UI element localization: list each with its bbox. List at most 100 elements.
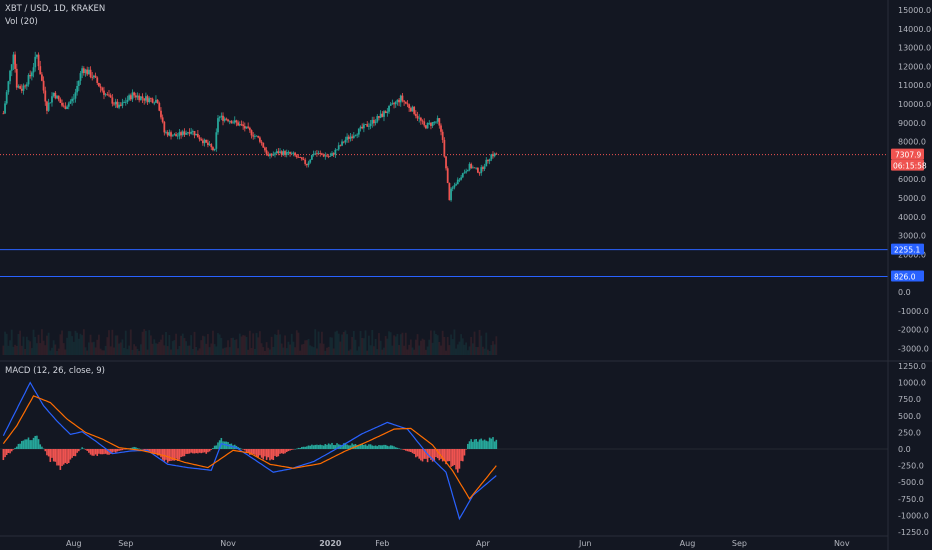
- macd-histogram-bar: [27, 437, 30, 449]
- candle-body: [168, 132, 171, 136]
- candle-body: [300, 157, 303, 160]
- volume-bar: [379, 340, 382, 355]
- macd-histogram-bar: [175, 449, 177, 459]
- volume-bar: [22, 336, 25, 355]
- macd-histogram-bar: [81, 447, 83, 449]
- candle-body: [408, 104, 411, 109]
- macd-histogram-bar: [244, 449, 246, 451]
- macd-histogram-bar: [176, 449, 179, 461]
- candle-body: [186, 132, 189, 134]
- volume-bar: [168, 334, 171, 355]
- macd-histogram-bar: [290, 449, 293, 450]
- volume-bar: [237, 348, 240, 355]
- candle-body: [431, 122, 434, 126]
- volume-bar: [191, 348, 194, 355]
- volume-bar: [190, 335, 193, 355]
- macd-histogram-bar: [119, 449, 122, 451]
- volume-bar: [388, 331, 390, 355]
- candle-body: [334, 149, 337, 155]
- macd-histogram-bar: [74, 449, 77, 457]
- macd-histogram-bar: [59, 449, 62, 470]
- candle-body: [89, 69, 92, 77]
- candle-body: [366, 124, 369, 127]
- candle-body: [411, 106, 414, 112]
- candle-body: [319, 152, 322, 154]
- macd-axis-tick: -250.0: [898, 462, 924, 471]
- macd-histogram-bar: [285, 449, 288, 453]
- macd-histogram-bar: [272, 449, 275, 460]
- macd-axis-tick: 1250.0: [898, 362, 926, 371]
- volume-bar: [228, 347, 231, 355]
- macd-histogram-bar: [106, 449, 109, 455]
- volume-bar: [369, 345, 372, 355]
- candle-body: [282, 151, 285, 155]
- volume-bar: [347, 350, 350, 355]
- macd-histogram-bar: [336, 443, 338, 449]
- volume-bar: [362, 338, 365, 355]
- volume-indicator-label[interactable]: Vol (20): [5, 17, 38, 27]
- macd-histogram-bar: [259, 449, 261, 456]
- candle-body: [155, 99, 157, 103]
- candle-body: [61, 102, 63, 106]
- candle-body: [87, 69, 90, 75]
- volume-bar: [218, 334, 221, 355]
- volume-bar: [14, 344, 16, 355]
- volume-bar: [232, 337, 234, 355]
- volume-bar: [35, 343, 38, 355]
- volume-bar: [441, 330, 444, 355]
- symbol-title[interactable]: XBT / USD, 1D, KRAKEN: [5, 4, 106, 14]
- macd-histogram-bar: [210, 449, 213, 450]
- macd-histogram-bar: [384, 444, 387, 449]
- volume-bar: [20, 345, 23, 355]
- candle-body: [82, 68, 85, 74]
- macd-histogram-bar: [238, 447, 241, 449]
- volume-bar: [34, 336, 37, 355]
- horizontal-lines[interactable]: [0, 249, 888, 277]
- candle-body: [153, 102, 156, 104]
- macd-histogram-bar: [188, 449, 191, 454]
- candle-body: [289, 152, 291, 154]
- volume-bar: [391, 345, 394, 355]
- candle-body: [265, 150, 268, 155]
- candle-body: [77, 80, 80, 87]
- candle-body: [255, 135, 258, 137]
- candle-body: [409, 108, 412, 112]
- candle-body: [27, 75, 30, 85]
- macd-histogram-bar: [4, 449, 6, 458]
- macd-histogram-bar: [423, 449, 426, 459]
- candle-body: [465, 171, 468, 173]
- candle-body: [42, 80, 45, 91]
- candle-body: [369, 123, 372, 126]
- volume-bar: [300, 344, 303, 355]
- macd-histogram-bar: [242, 449, 244, 450]
- candle-body: [230, 120, 233, 124]
- volume-bar: [302, 344, 305, 355]
- volume-bar: [282, 347, 285, 355]
- volume-bar: [295, 330, 298, 355]
- volume-bar: [339, 341, 342, 355]
- volume-bar: [143, 329, 146, 355]
- candle-body: [396, 99, 399, 102]
- macd-histogram-bar: [10, 449, 13, 452]
- volume-bar: [398, 345, 400, 355]
- macd-histogram-bar: [168, 449, 171, 462]
- macd-histogram-bar: [49, 449, 52, 462]
- candle-body: [47, 102, 50, 111]
- candle-body: [144, 96, 147, 101]
- candle-body: [381, 113, 384, 117]
- macd-indicator-label[interactable]: MACD (12, 26, close, 9): [5, 366, 105, 376]
- candle-body: [205, 139, 208, 143]
- macd-histogram-bar: [368, 444, 370, 449]
- macd-histogram-bar: [161, 449, 164, 460]
- macd-histogram-bar: [36, 435, 38, 449]
- macd-histogram-bar: [430, 449, 432, 460]
- price-axis-tick: 11000.0: [898, 81, 931, 90]
- volume-bar: [329, 337, 332, 355]
- macd-histogram-bar: [456, 449, 459, 473]
- macd-histogram-bar: [396, 447, 399, 449]
- candle-body: [456, 179, 459, 185]
- macd-histogram-bar: [39, 444, 42, 449]
- candle-body: [460, 177, 463, 180]
- macd-histogram-bar: [165, 449, 167, 460]
